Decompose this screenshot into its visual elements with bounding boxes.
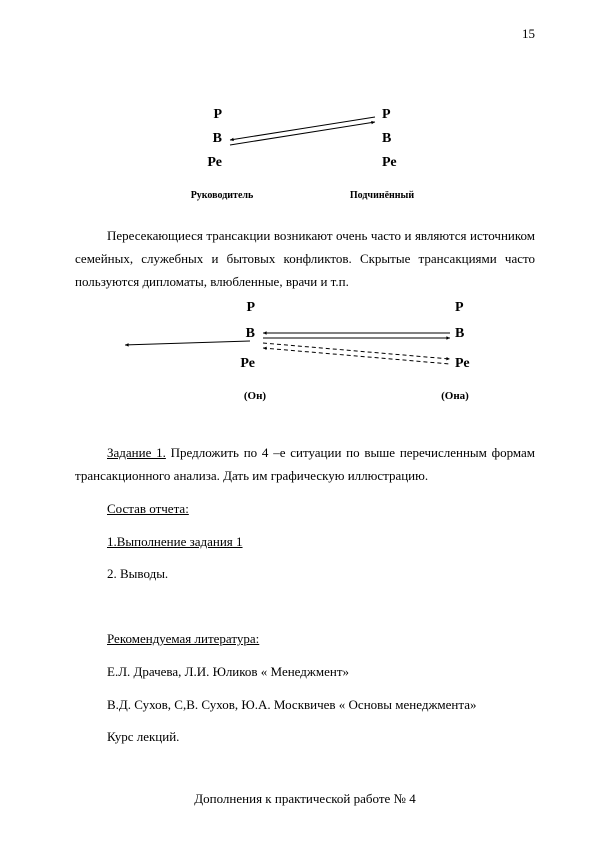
diagram-arrow: [263, 348, 450, 364]
diagram-left-label: В: [213, 131, 222, 146]
diagram-left-caption: Руководитель: [191, 190, 254, 201]
literature-1: Е.Л. Драчева, Л.И. Юликов « Менеджмент»: [75, 661, 535, 684]
page-number: 15: [522, 26, 535, 42]
diagram-left-caption: (Он): [244, 390, 267, 402]
diagram-right-caption: Подчинённый: [350, 190, 414, 201]
task-label: Задание 1.: [107, 445, 166, 460]
diagram-right-caption: (Она): [441, 390, 469, 402]
footer-title: Дополнения к практической работе № 4: [75, 791, 535, 807]
diagram-left-label: Р: [246, 300, 255, 315]
task-paragraph: Задание 1. Предложить по 4 –е ситуации п…: [75, 442, 535, 488]
diagram-left-label: Р: [213, 107, 222, 122]
diagram-right-label: Р: [382, 107, 391, 122]
diagram-arrow: [230, 122, 375, 145]
literature-3: Курс лекций.: [75, 726, 535, 749]
diagram-right-label: В: [382, 131, 391, 146]
literature-heading: Рекомендуемая литература:: [75, 628, 535, 651]
diagram-arrow: [125, 341, 250, 345]
diagram-arrow: [263, 343, 450, 359]
report-item-2: 2. Выводы.: [75, 563, 535, 586]
diagram-left-label: В: [246, 326, 255, 341]
report-heading: Состав отчета:: [75, 498, 535, 521]
diagram-arrow: [230, 117, 375, 140]
diagram-left-label: Ре: [240, 356, 255, 371]
diagram-2: РВРеРВРе(Он)(Она): [105, 293, 505, 418]
page: 15 РВРеРВРеРуководительПодчинённый Перес…: [0, 0, 595, 842]
diagram-right-label: В: [455, 326, 464, 341]
report-item-1: 1.Выполнение задания 1: [75, 531, 535, 554]
literature-2: В.Д. Сухов, С,В. Сухов, Ю.А. Москвичев «…: [75, 694, 535, 717]
diagram-right-label: Ре: [455, 356, 470, 371]
diagram-left-label: Ре: [207, 155, 222, 170]
page-content: РВРеРВРеРуководительПодчинённый Пересека…: [75, 100, 535, 820]
diagram-1: РВРеРВРеРуководительПодчинённый: [180, 100, 430, 215]
diagram-right-label: Р: [455, 300, 464, 315]
diagram-right-label: Ре: [382, 155, 397, 170]
paragraph-1: Пересекающиеся трансакции возникают очен…: [75, 225, 535, 293]
